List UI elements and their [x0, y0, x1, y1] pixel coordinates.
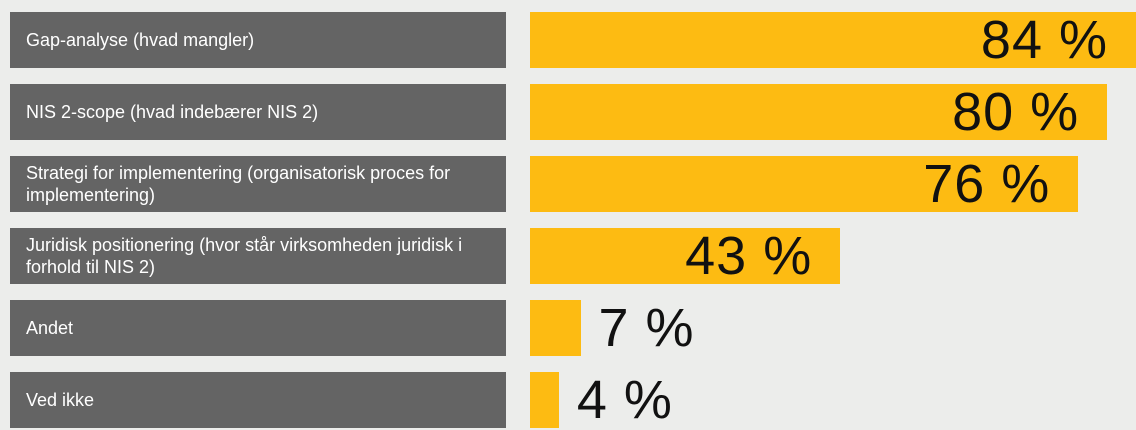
category-text: Gap-analyse (hvad mangler) [26, 30, 255, 50]
bar [530, 12, 1136, 68]
category-text: Ved ikke [26, 390, 95, 410]
category-label: Gap-analyse (hvad mangler) [10, 12, 506, 68]
category-text: Andet [26, 318, 74, 338]
category-label: Strategi for implementering (organisator… [10, 156, 506, 212]
category-label: Andet [10, 300, 506, 356]
bar [530, 372, 559, 428]
value-label: 43 % [685, 226, 813, 286]
category-label: Juridisk positionering (hvor står virkso… [10, 228, 506, 284]
category-label: NIS 2-scope (hvad indebærer NIS 2) [10, 84, 506, 140]
bar [530, 228, 841, 284]
bar [530, 156, 1079, 212]
category-label: Ved ikke [10, 372, 506, 428]
bar [530, 300, 581, 356]
bar [530, 84, 1108, 140]
value-label: 7 % [598, 298, 695, 358]
value-label: 4 % [576, 370, 673, 430]
category-text: Juridisk positionering (hvor står virkso… [26, 235, 463, 277]
value-label: 80 % [952, 82, 1080, 142]
category-text: NIS 2-scope (hvad indebærer NIS 2) [26, 102, 319, 122]
category-text: Strategi for implementering (organisator… [26, 163, 451, 205]
value-label: 76 % [923, 154, 1051, 214]
value-label: 84 % [980, 10, 1108, 70]
